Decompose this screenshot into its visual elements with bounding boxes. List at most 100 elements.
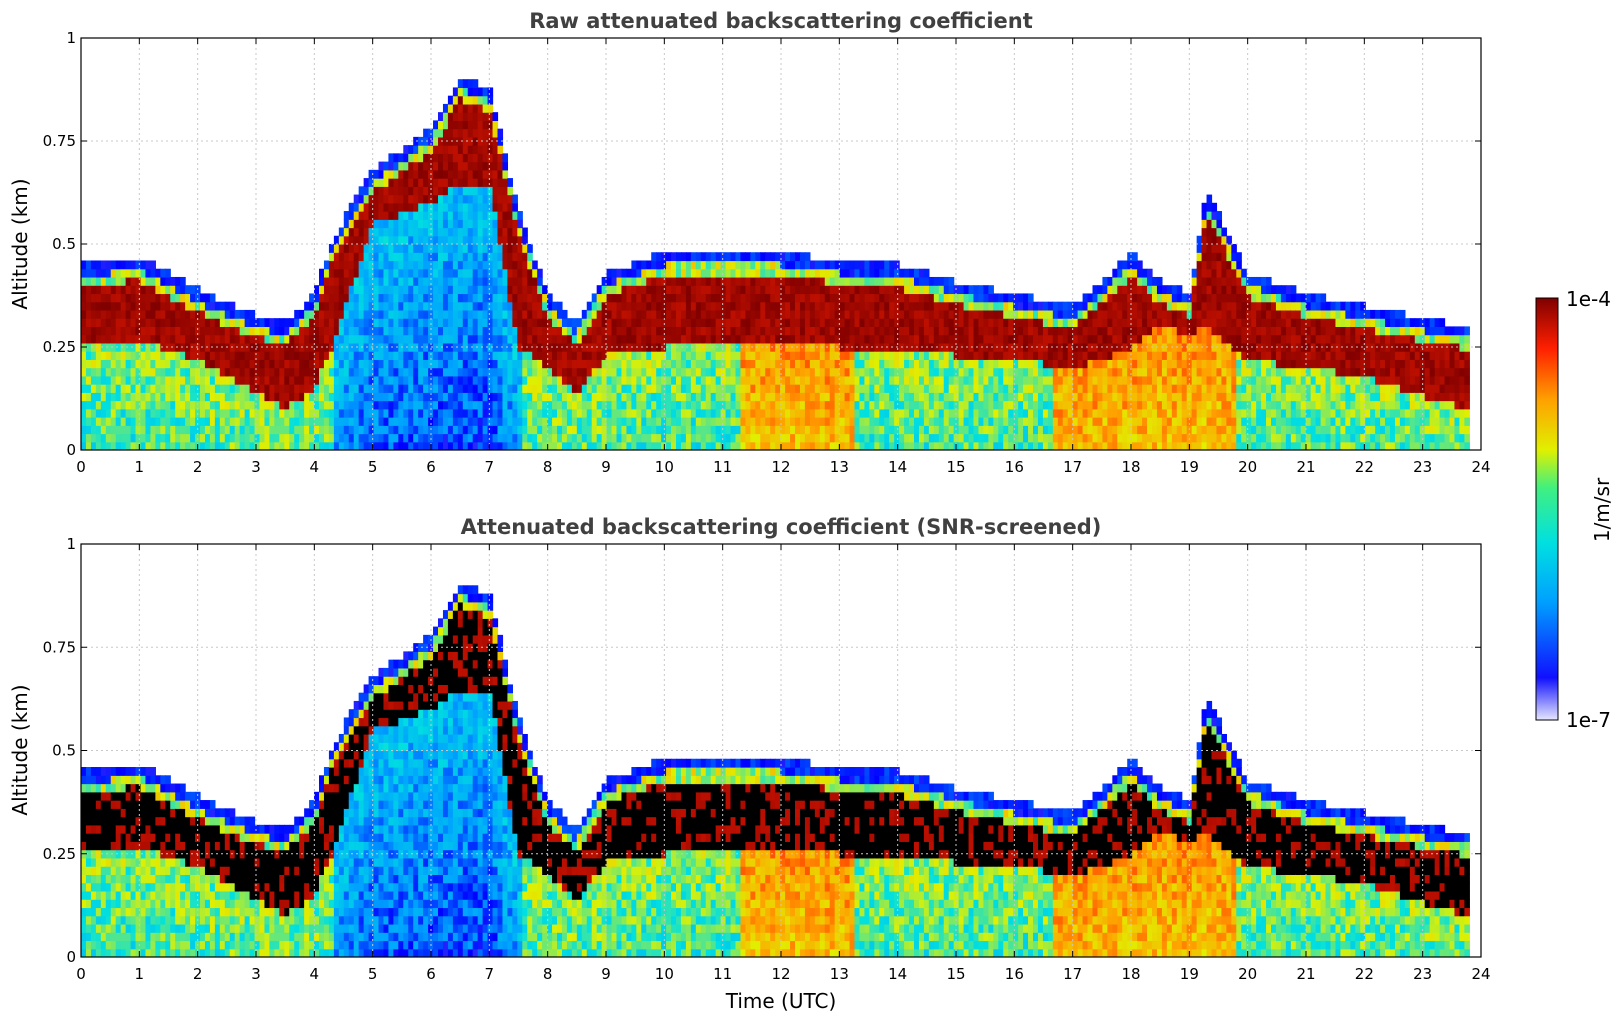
heatmap-cell [95, 276, 102, 286]
heatmap-cell [482, 384, 489, 393]
heatmap-cell [418, 136, 424, 146]
heatmap-cell [487, 136, 494, 146]
heatmap-cell [457, 153, 464, 163]
heatmap-cell [928, 318, 935, 327]
heatmap-cell [512, 219, 518, 229]
heatmap-cell [656, 342, 662, 352]
heatmap-cell [799, 441, 806, 450]
heatmap-cell [844, 408, 851, 418]
heatmap-cell [740, 285, 747, 295]
heatmap-cell [343, 384, 350, 393]
heatmap-cell [641, 334, 647, 344]
heatmap-cell [611, 334, 618, 344]
heatmap-cell [834, 417, 841, 426]
heatmap-cell [889, 260, 895, 270]
heatmap-cell [591, 441, 598, 450]
heatmap-cell [457, 161, 464, 171]
heatmap-cell [720, 441, 727, 450]
heatmap-cell [507, 260, 513, 270]
heatmap-cell [130, 342, 137, 352]
heatmap-cell [433, 268, 439, 278]
heatmap-cell [1033, 441, 1039, 450]
heatmap-cell [200, 309, 206, 319]
heatmap-cell [745, 293, 751, 303]
heatmap-cell [735, 433, 742, 443]
heatmap-cell [745, 425, 751, 435]
heatmap-cell [666, 334, 672, 344]
heatmap-cell [879, 318, 885, 327]
heatmap-cell [438, 334, 444, 344]
heatmap-cell [81, 326, 87, 336]
heatmap-cell [512, 359, 518, 369]
heatmap-cell [804, 392, 811, 402]
heatmap-cell [294, 367, 300, 377]
heatmap-cell [968, 441, 975, 450]
heatmap-cell [680, 334, 687, 344]
heatmap-cell [676, 301, 682, 311]
heatmap-cell [869, 334, 875, 344]
heatmap-cell [1047, 400, 1054, 410]
heatmap-cell [383, 244, 390, 253]
heatmap-cell [279, 384, 285, 393]
heatmap-cell [943, 417, 950, 426]
heatmap-cell [249, 425, 256, 435]
heatmap-cell [165, 318, 171, 327]
heatmap-cell [115, 417, 122, 426]
heatmap-cell [482, 103, 489, 113]
heatmap-cell [978, 384, 985, 393]
heatmap-cell [576, 367, 583, 377]
heatmap-cell [978, 408, 985, 418]
heatmap-cell [859, 359, 866, 369]
heatmap-cell [487, 112, 494, 121]
heatmap-cell [368, 441, 375, 450]
heatmap-cell [690, 318, 697, 327]
heatmap-cell [666, 384, 672, 393]
heatmap-cell [661, 375, 667, 385]
heatmap-cell [442, 268, 449, 278]
heatmap-cell [651, 425, 657, 435]
heatmap-cell [418, 318, 424, 327]
heatmap-cell [596, 392, 603, 402]
heatmap-cell [685, 252, 692, 262]
heatmap-cell [918, 417, 925, 426]
heatmap-cell [418, 400, 424, 410]
heatmap-cell [195, 318, 201, 327]
heatmap-cell [904, 326, 910, 336]
heatmap-cell [497, 433, 504, 443]
heatmap-cell [720, 309, 727, 319]
heatmap-cell [1037, 334, 1044, 344]
heatmap-cell [740, 441, 747, 450]
heatmap-cell [656, 285, 662, 295]
heatmap-cell [671, 384, 677, 393]
heatmap-cell [264, 392, 271, 402]
heatmap-cell [1047, 375, 1054, 385]
heatmap-cell [487, 367, 494, 377]
heatmap-cell [780, 285, 786, 295]
heatmap-cell [869, 367, 875, 377]
heatmap-cell [799, 309, 806, 319]
heatmap-cell [552, 400, 558, 410]
heatmap-cell [343, 235, 350, 245]
heatmap-cell [90, 285, 97, 295]
heatmap-cell [234, 351, 241, 360]
heatmap-cell [760, 425, 766, 435]
heatmap-cell [398, 276, 404, 286]
heatmap-cell [1013, 359, 1019, 369]
heatmap-cell [859, 417, 866, 426]
heatmap-cell [408, 169, 414, 179]
heatmap-cell [586, 384, 593, 393]
heatmap-cell [690, 276, 697, 286]
heatmap-cell [145, 351, 152, 360]
heatmap-cell [388, 268, 394, 278]
heatmap-cell [735, 367, 742, 377]
heatmap-cell [879, 268, 885, 278]
heatmap-cell [200, 408, 206, 418]
heatmap-cell [517, 318, 523, 327]
heatmap-cell [398, 268, 404, 278]
heatmap-cell [829, 309, 836, 319]
heatmap-cell [507, 252, 513, 262]
heatmap-cell [423, 342, 429, 352]
heatmap-cell [1082, 400, 1089, 410]
heatmap-cell [844, 326, 851, 336]
heatmap-cell [1097, 375, 1104, 385]
